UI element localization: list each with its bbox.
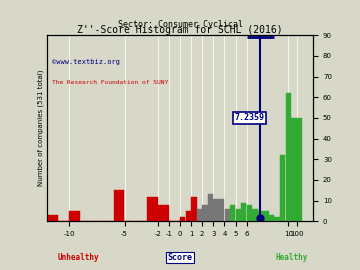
Bar <box>258 211 263 221</box>
Bar <box>291 118 302 221</box>
Text: Healthy: Healthy <box>276 253 308 262</box>
Bar <box>69 211 80 221</box>
Bar <box>285 93 291 221</box>
Bar <box>186 211 191 221</box>
Bar <box>180 217 185 221</box>
Title: Z''-Score Histogram for SCHL (2016): Z''-Score Histogram for SCHL (2016) <box>77 25 283 35</box>
Bar <box>247 205 252 221</box>
Bar <box>197 209 202 221</box>
Bar <box>252 209 257 221</box>
Bar <box>241 203 247 221</box>
Bar <box>225 209 230 221</box>
Bar <box>147 197 158 221</box>
Bar <box>191 197 197 221</box>
Bar <box>264 211 269 221</box>
Y-axis label: Number of companies (531 total): Number of companies (531 total) <box>37 70 44 187</box>
Bar <box>280 155 285 221</box>
Text: Sector: Consumer Cyclical: Sector: Consumer Cyclical <box>117 20 243 29</box>
Text: Score: Score <box>167 253 193 262</box>
Bar <box>208 194 213 221</box>
Bar <box>274 217 280 221</box>
Bar <box>158 205 168 221</box>
Text: The Research Foundation of SUNY: The Research Foundation of SUNY <box>52 80 168 85</box>
Text: Unhealthy: Unhealthy <box>58 253 100 262</box>
Text: ©www.textbiz.org: ©www.textbiz.org <box>52 59 120 65</box>
Text: 7.2359: 7.2359 <box>235 113 265 122</box>
Bar <box>202 205 208 221</box>
Bar <box>236 209 241 221</box>
Bar <box>47 215 58 221</box>
Bar <box>269 215 274 221</box>
Bar <box>114 190 124 221</box>
Bar <box>213 199 219 221</box>
Bar <box>230 205 235 221</box>
Bar <box>219 199 224 221</box>
